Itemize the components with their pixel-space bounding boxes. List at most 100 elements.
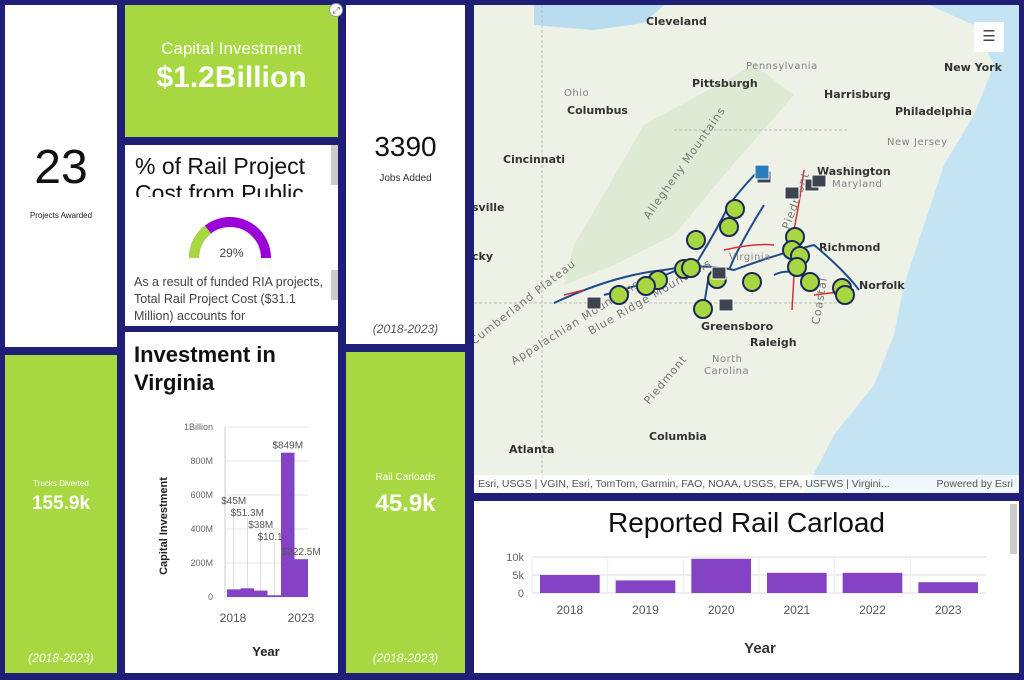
projects-awarded-card: 23 Projects Awarded (5, 5, 117, 347)
rail-lines-red (563, 169, 855, 311)
bar (267, 595, 281, 597)
rail-station-icon (811, 174, 827, 188)
map-label-cleveland: Cleveland (646, 15, 707, 28)
map-label-piedmont2: Piedmont (641, 353, 689, 407)
project-marker (787, 257, 807, 277)
description-scrollbar[interactable] (331, 270, 338, 300)
map-label-norfolk: Norfolk (859, 279, 905, 292)
rail-station-icon (711, 266, 727, 280)
project-marker (681, 258, 701, 278)
x-axis-title: Year (252, 644, 279, 659)
investment-chart-title: Investment in Virginia (134, 342, 276, 395)
lake-erie (534, 5, 664, 30)
x-tick-label: 2018 (220, 611, 247, 625)
project-marker (686, 230, 706, 250)
gauge-description: As a result of funded RIA projects, Tota… (134, 275, 323, 323)
y-tick-label: 600M (190, 490, 213, 500)
y-tick-label: 800M (190, 456, 213, 466)
project-marker (693, 299, 713, 319)
x-tick-label: 2020 (708, 603, 735, 617)
data-label: $51.3M (231, 508, 264, 519)
map-label-new-jersey: New Jersey (887, 137, 947, 148)
map-label-greensboro: Greensboro (701, 320, 774, 333)
x-tick-label: 2018 (556, 603, 583, 617)
bar (918, 582, 978, 593)
rail-carloads-card: Rail Carloads 45.9k (2018-2023) (346, 352, 465, 673)
gauge-title: % of Rail Project Cost from Public (135, 153, 306, 197)
y-tick-label: 0 (208, 592, 213, 602)
bar (842, 572, 903, 593)
projects-count: 23 (34, 141, 88, 194)
attribution-text: Esri, USGS | VGIN, Esri, TomTom, Garmin,… (478, 478, 890, 490)
bar (540, 575, 600, 593)
map-label-sville: sville (474, 201, 505, 214)
y-tick-label: 400M (190, 524, 213, 534)
title-scrollbar[interactable] (331, 145, 338, 185)
project-marker (800, 272, 820, 292)
map-label-virginia: Virginia (729, 252, 771, 263)
carload-scrollbar[interactable] (1010, 504, 1017, 554)
x-tick-label: 2019 (632, 603, 659, 617)
map-label-philadelphia: Philadelphia (895, 105, 972, 118)
y-tick-label: 10k (506, 552, 524, 564)
data-label: $222.5M (282, 547, 321, 558)
projects-label: Projects Awarded (29, 211, 93, 220)
bar (281, 452, 295, 597)
legend-list-icon[interactable]: ☰ (974, 22, 1004, 52)
investment-chart-card: Investment in Virginia Capital Investmen… (125, 332, 338, 673)
project-marker (725, 199, 745, 219)
capital-label: Capital Investment (161, 39, 302, 58)
bar (615, 580, 676, 593)
y-tick-label: 0 (518, 588, 524, 600)
map-label-ohio: Ohio (564, 88, 589, 99)
map-label-maryland: Maryland (832, 179, 882, 190)
bar (254, 590, 268, 597)
state-borders (474, 5, 854, 493)
bar (240, 588, 254, 597)
project-marker (835, 285, 855, 305)
map-label-new-york: New York (944, 61, 1003, 74)
y-tick-label: 5k (512, 570, 524, 582)
powered-by-esri[interactable]: Powered by Esri (936, 478, 1013, 490)
jobs-added-card: 3390 Jobs Added (2018-2023) (346, 5, 465, 344)
trucks-label: Trucks Diverted (33, 479, 89, 488)
map-canvas[interactable]: Cleveland Pittsburgh Columbus New York Harri… (474, 5, 1019, 493)
project-marker (609, 285, 629, 305)
map-label-carolina: Carolina (704, 366, 749, 377)
carload-chart-card: Reported Rail Carload Year 0 5k 10k 2018 201… (474, 501, 1019, 673)
carload-chart-title: Reported Rail Carload (607, 507, 886, 538)
map-label-columbia: Columbia (649, 430, 707, 443)
trucks-diverted-card: Trucks Diverted 155.9k (2018-2023) (5, 355, 117, 673)
map-label-cky: cky (474, 250, 493, 263)
data-label: $10.1M (258, 532, 291, 543)
x-tick-label: 2023 (935, 603, 962, 617)
gauge-value-arc (189, 225, 212, 259)
bar (294, 559, 308, 597)
y-tick-label: 1Billion (184, 422, 213, 432)
bar (767, 572, 827, 593)
jobs-period: (2018-2023) (372, 322, 439, 336)
carloads-period: (2018-2023) (372, 651, 439, 665)
carloads-value: 45.9k (375, 490, 436, 517)
map-label-pittsburgh: Pittsburgh (692, 77, 758, 90)
carloads-label: Rail Carloads (375, 472, 436, 483)
map-label-atlanta: Atlanta (509, 443, 554, 456)
x-tick-label: 2021 (783, 603, 810, 617)
carload-bar-chart: Year 0 5k 10k 2018 2019 2020 2021 2022 2023 (506, 552, 986, 657)
rail-station-icon (718, 298, 734, 312)
gauge-chart (189, 217, 271, 259)
data-label: $849M (272, 441, 303, 452)
data-label: $45M (221, 496, 246, 507)
map-label-richmond: Richmond (819, 241, 880, 254)
trucks-value: 155.9k (31, 493, 91, 514)
mountain-terrain (564, 65, 794, 285)
map-label-columbus: Columbus (567, 104, 628, 117)
map-view[interactable]: Cleveland Pittsburgh Columbus New York Harri… (474, 5, 1019, 493)
jobs-count: 3390 (374, 131, 437, 162)
rail-station-icon (784, 186, 800, 200)
gauge-value: 29% (219, 246, 244, 260)
bar (227, 589, 241, 597)
expand-icon[interactable]: ⤢ (329, 3, 343, 17)
jobs-label: Jobs Added (379, 173, 432, 184)
y-tick-label: 200M (190, 558, 213, 568)
